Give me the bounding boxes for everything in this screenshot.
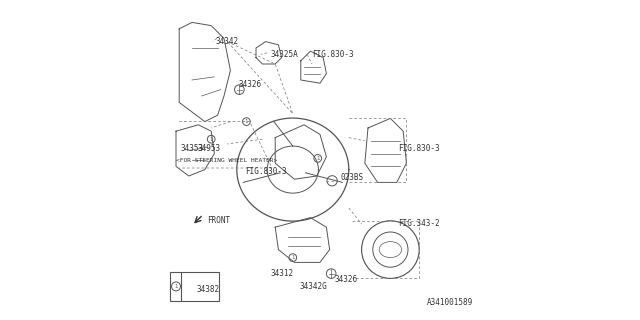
- Text: 1: 1: [291, 255, 294, 260]
- Text: A341001589: A341001589: [428, 298, 474, 307]
- Text: 34312: 34312: [270, 269, 294, 278]
- Text: 34953: 34953: [198, 144, 221, 153]
- Text: FIG.830-3: FIG.830-3: [312, 50, 354, 59]
- Text: 1: 1: [244, 119, 248, 124]
- Text: 34326: 34326: [334, 276, 358, 284]
- Text: 34326: 34326: [239, 80, 262, 89]
- Text: 34342: 34342: [216, 37, 239, 46]
- Text: 34325A: 34325A: [270, 50, 298, 59]
- Text: 1: 1: [209, 137, 213, 142]
- Text: <FOR STEERING WHEEL HEATER>: <FOR STEERING WHEEL HEATER>: [176, 157, 277, 163]
- Text: 34382: 34382: [197, 285, 220, 294]
- Text: 34353: 34353: [181, 144, 204, 153]
- Text: FRONT: FRONT: [207, 216, 230, 225]
- Text: 1: 1: [174, 284, 178, 289]
- Text: 1: 1: [316, 156, 319, 161]
- Text: 34342G: 34342G: [300, 282, 327, 291]
- Text: FIG.830-3: FIG.830-3: [245, 167, 287, 176]
- Text: FIG.830-3: FIG.830-3: [398, 144, 440, 153]
- Text: 023BS: 023BS: [340, 173, 364, 182]
- Text: FIG.343-2: FIG.343-2: [398, 220, 440, 228]
